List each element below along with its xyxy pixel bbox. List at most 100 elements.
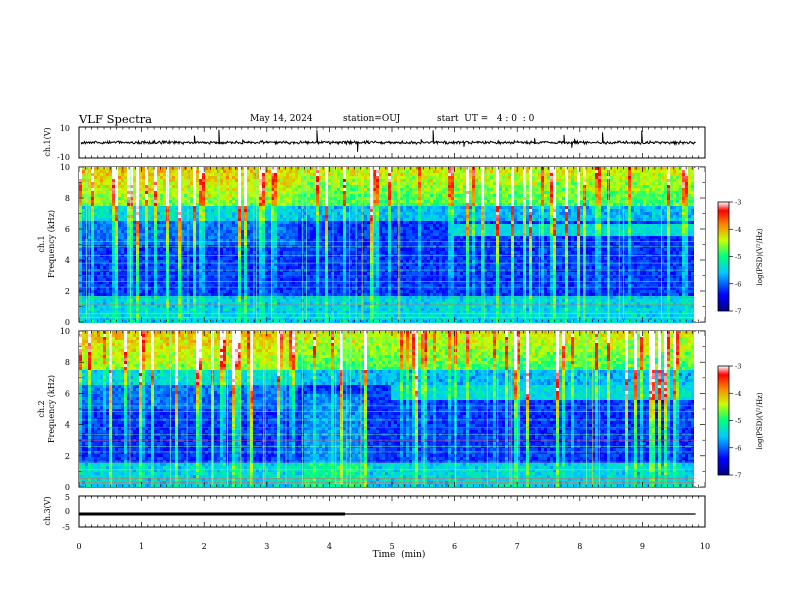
spectrogram-cell <box>82 236 85 239</box>
spectrogram-cell <box>556 182 559 185</box>
spectrogram-cell <box>124 191 127 194</box>
spectrogram-cell <box>241 167 244 170</box>
spectrogram-cell <box>499 194 502 197</box>
spectrogram-cell <box>460 173 463 176</box>
spectrogram-cell <box>406 170 409 173</box>
spectrogram-cell <box>400 206 403 209</box>
spectrogram-cell <box>310 188 313 191</box>
spectrogram-cell <box>451 176 454 179</box>
spectrogram-cell <box>334 188 337 191</box>
spectrogram-cell <box>247 200 250 203</box>
spectrogram-cell <box>352 188 355 191</box>
spectrogram-cell <box>154 179 157 182</box>
spectrogram-cell <box>667 176 670 179</box>
spectrogram-cell <box>661 170 664 173</box>
spectrogram-cell <box>430 200 433 203</box>
spectrogram-cell <box>673 206 676 209</box>
spectrogram-cell <box>130 209 133 212</box>
spectrogram-cell <box>400 200 403 203</box>
spectrogram-cell <box>526 233 529 236</box>
spectrogram-cell <box>685 194 688 197</box>
spectrogram-cell <box>283 209 286 212</box>
spectrogram-cell <box>484 185 487 188</box>
spectrogram-cell <box>562 179 565 182</box>
spectrogram-cell <box>589 182 592 185</box>
spectrogram-cell <box>151 182 154 185</box>
spectrogram-cell <box>631 212 634 215</box>
spectrogram-cell <box>583 194 586 197</box>
spectrogram-cell <box>307 209 310 212</box>
spectrogram-cell <box>304 203 307 206</box>
spectrogram-cell <box>370 197 373 200</box>
spectrogram-cell <box>313 206 316 209</box>
spectrogram-cell <box>199 233 202 236</box>
spectrogram-cell <box>145 212 148 215</box>
spectrogram-cell <box>685 224 688 227</box>
spectrogram-cell <box>295 176 298 179</box>
spectrogram-cell <box>151 224 154 227</box>
spectrogram-cell <box>649 185 652 188</box>
spectrogram-cell <box>208 176 211 179</box>
spectrogram-cell <box>91 230 94 233</box>
spectrogram-cell <box>616 215 619 218</box>
spectrogram-cell <box>253 233 256 236</box>
spectrogram-cell <box>373 215 376 218</box>
spectrogram-cell <box>385 206 388 209</box>
spectrogram-cell <box>445 200 448 203</box>
spectrogram-cell <box>295 218 298 221</box>
spectrogram-cell <box>322 227 325 230</box>
spectrogram-cell <box>319 170 322 173</box>
spectrogram-cell <box>340 194 343 197</box>
spectrogram-cell <box>673 233 676 236</box>
spectrogram-cell <box>400 221 403 224</box>
spectrogram-cell <box>187 218 190 221</box>
spectrogram-cell <box>133 227 136 230</box>
spectrogram-cell <box>604 179 607 182</box>
spectrogram-cell <box>631 203 634 206</box>
spectrogram-cell <box>613 194 616 197</box>
spectrogram-cell <box>502 188 505 191</box>
spectrogram-cell <box>649 194 652 197</box>
spectrogram-cell <box>277 230 280 233</box>
spectrogram-cell <box>529 212 532 215</box>
spectrogram-cell <box>124 236 127 239</box>
spectrogram-cell <box>484 209 487 212</box>
spectrogram-cell <box>376 191 379 194</box>
spectrogram-cell <box>676 209 679 212</box>
spectrogram-cell <box>562 194 565 197</box>
spectrogram-cell <box>289 200 292 203</box>
spectrogram-cell <box>100 188 103 191</box>
spectrogram-cell <box>202 206 205 209</box>
spectrogram-cell <box>199 167 202 170</box>
spectrogram-cell <box>151 167 154 170</box>
spectrogram-cell <box>655 203 658 206</box>
spectrogram-cell <box>691 212 694 215</box>
spectrogram-cell <box>208 227 211 230</box>
spectrogram-cell <box>619 185 622 188</box>
spectrogram-cell <box>211 206 214 209</box>
spectrogram-cell <box>445 233 448 236</box>
spectrogram-cell <box>319 218 322 221</box>
spectrogram-cell <box>253 173 256 176</box>
spectrogram-cell <box>682 200 685 203</box>
spectrogram-cell <box>418 197 421 200</box>
spectrogram-cell <box>235 170 238 173</box>
spectrogram-cell <box>91 212 94 215</box>
spectrogram-cell <box>259 218 262 221</box>
spectrogram-cell <box>208 233 211 236</box>
spectrogram-cell <box>610 179 613 182</box>
spectrogram-cell <box>364 167 367 170</box>
spectrogram-cell <box>232 176 235 179</box>
spectrogram-cell <box>469 173 472 176</box>
spectrogram-cell <box>178 173 181 176</box>
spectrogram-cell <box>220 197 223 200</box>
spectrogram-cell <box>448 194 451 197</box>
spectrogram-cell <box>241 170 244 173</box>
spectrogram-cell <box>580 185 583 188</box>
spectrogram-cell <box>229 194 232 197</box>
spectrogram-cell <box>175 203 178 206</box>
spectrogram-cell <box>514 191 517 194</box>
spectrogram-cell <box>454 200 457 203</box>
spectrogram-cell <box>520 206 523 209</box>
spectrogram-cell <box>94 215 97 218</box>
